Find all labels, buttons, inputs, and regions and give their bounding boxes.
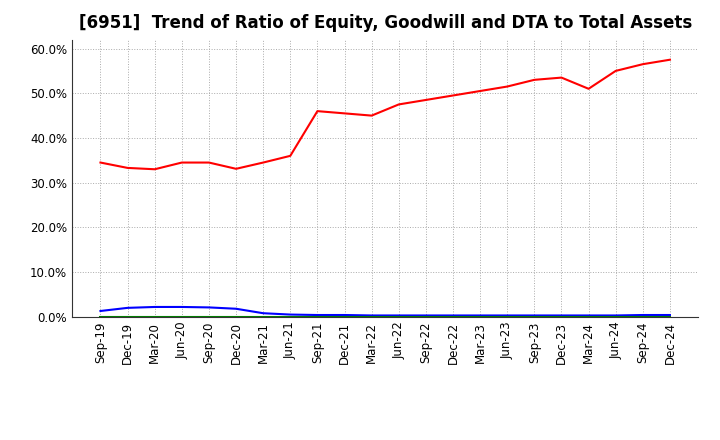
Equity [96, 160, 105, 165]
Goodwill [204, 305, 213, 310]
Goodwill [341, 312, 349, 318]
Deferred Tax Assets [449, 314, 457, 319]
Equity [286, 153, 294, 158]
Goodwill [639, 312, 647, 318]
Goodwill [313, 312, 322, 318]
Goodwill [584, 313, 593, 318]
Goodwill [123, 305, 132, 311]
Equity [232, 166, 240, 172]
Deferred Tax Assets [421, 314, 430, 319]
Deferred Tax Assets [395, 314, 403, 319]
Deferred Tax Assets [639, 314, 647, 319]
Goodwill [395, 313, 403, 318]
Goodwill [150, 304, 159, 310]
Goodwill [421, 313, 430, 318]
Deferred Tax Assets [178, 314, 186, 319]
Deferred Tax Assets [476, 314, 485, 319]
Deferred Tax Assets [96, 314, 105, 319]
Goodwill [259, 311, 268, 316]
Goodwill [557, 313, 566, 318]
Goodwill [232, 306, 240, 312]
Equity [259, 160, 268, 165]
Deferred Tax Assets [341, 314, 349, 319]
Deferred Tax Assets [150, 314, 159, 319]
Goodwill [367, 313, 376, 318]
Title: [6951]  Trend of Ratio of Equity, Goodwill and DTA to Total Assets: [6951] Trend of Ratio of Equity, Goodwil… [78, 15, 692, 33]
Equity [449, 93, 457, 98]
Equity [503, 84, 511, 89]
Goodwill [96, 308, 105, 314]
Deferred Tax Assets [557, 314, 566, 319]
Deferred Tax Assets [665, 314, 674, 319]
Equity [178, 160, 186, 165]
Deferred Tax Assets [123, 314, 132, 319]
Equity [611, 68, 620, 73]
Equity [665, 57, 674, 62]
Equity [341, 111, 349, 116]
Goodwill [476, 313, 485, 318]
Goodwill [286, 312, 294, 317]
Equity [204, 160, 213, 165]
Equity [395, 102, 403, 107]
Deferred Tax Assets [232, 314, 240, 319]
Deferred Tax Assets [530, 314, 539, 319]
Equity [313, 109, 322, 114]
Deferred Tax Assets [286, 314, 294, 319]
Equity [150, 167, 159, 172]
Deferred Tax Assets [503, 314, 511, 319]
Equity [421, 97, 430, 103]
Goodwill [178, 304, 186, 310]
Equity [530, 77, 539, 82]
Line: Equity: Equity [101, 60, 670, 169]
Deferred Tax Assets [259, 314, 268, 319]
Line: Goodwill: Goodwill [101, 307, 670, 315]
Equity [557, 75, 566, 80]
Goodwill [665, 312, 674, 318]
Equity [123, 165, 132, 171]
Goodwill [530, 313, 539, 318]
Equity [639, 62, 647, 67]
Goodwill [611, 313, 620, 318]
Deferred Tax Assets [611, 314, 620, 319]
Deferred Tax Assets [584, 314, 593, 319]
Deferred Tax Assets [367, 314, 376, 319]
Deferred Tax Assets [313, 314, 322, 319]
Deferred Tax Assets [204, 314, 213, 319]
Equity [476, 88, 485, 94]
Goodwill [449, 313, 457, 318]
Equity [584, 86, 593, 92]
Equity [367, 113, 376, 118]
Goodwill [503, 313, 511, 318]
